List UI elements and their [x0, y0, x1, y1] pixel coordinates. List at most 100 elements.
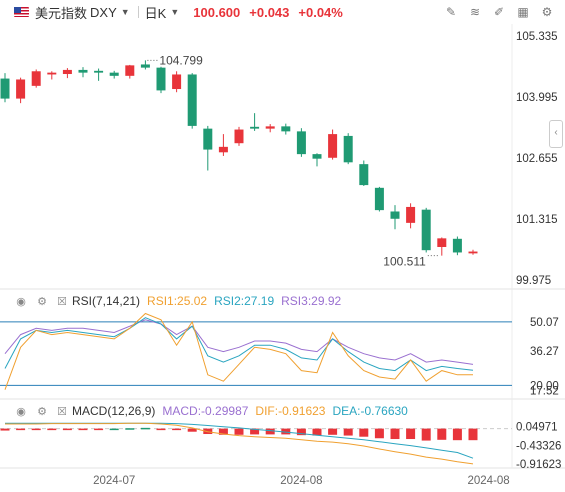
candle	[78, 69, 88, 73]
close-icon[interactable]: ☒	[57, 295, 67, 308]
macd-bar	[281, 428, 291, 435]
candle	[62, 69, 72, 75]
rsi-tick-label: 20.00	[530, 380, 559, 392]
macd-bar	[390, 428, 400, 440]
candle	[421, 209, 431, 251]
dea-value: DEA:-0.76630	[332, 404, 408, 418]
macd-bar	[421, 428, 431, 441]
price-tick-label: 99.975	[516, 275, 551, 287]
macd-bar	[359, 428, 369, 437]
us-flag-icon	[14, 7, 29, 17]
macd-bar	[218, 428, 228, 435]
macd-value: MACD:-0.29987	[162, 404, 249, 418]
rsi1-value: RSI1:25.02	[147, 294, 208, 308]
macd-bar	[16, 428, 26, 431]
macd-bar	[109, 428, 119, 431]
symbol-name[interactable]: 美元指数	[35, 5, 88, 21]
price-tick-label: 102.655	[516, 153, 558, 165]
price-tick-label: 101.315	[516, 214, 558, 226]
candle	[218, 146, 228, 153]
indicator-icon[interactable]: ▦	[517, 5, 529, 19]
macd-bar	[250, 428, 260, 435]
macd-bar	[78, 428, 88, 431]
price-tick-label: 105.335	[516, 31, 558, 43]
fibonacci-icon[interactable]: ≋	[469, 5, 481, 19]
x-tick-label: 2024-08	[467, 475, 509, 487]
macd-bar	[234, 428, 244, 435]
macd-header: ◉ ⚙ ☒ MACD(12,26,9) MACD:-0.29987 DIF:-0…	[0, 402, 408, 420]
collapse-panel-button[interactable]: ‹	[549, 120, 563, 148]
chart-header: 美元指数 DXY ▼ 日K ▼ 100.600 +0.043 +0.04%	[0, 0, 565, 24]
candle	[187, 74, 197, 126]
macd-label: MACD(12,26,9)	[72, 404, 156, 418]
settings-icon[interactable]: ⚙	[541, 5, 553, 19]
candle	[328, 134, 338, 158]
rsi1-line	[4, 312, 473, 390]
low-label: 100.511	[383, 255, 426, 269]
price-tick-label: 103.995	[516, 92, 558, 104]
price-change-pct: +0.04%	[298, 4, 343, 20]
last-price: 100.600	[193, 4, 241, 20]
rsi-header: ◉ ⚙ ☒ RSI(7,14,21) RSI1:25.02 RSI2:27.19…	[0, 292, 341, 310]
period-dropdown-icon[interactable]: ▼	[170, 7, 180, 17]
macd-bar	[140, 427, 150, 430]
macd-bar	[94, 428, 104, 431]
macd-bar	[343, 428, 353, 436]
macd-bar	[172, 428, 182, 431]
macd-bar	[296, 428, 306, 436]
candle	[234, 129, 244, 144]
candle	[250, 126, 260, 129]
line-draw-icon[interactable]: ✎	[445, 5, 457, 19]
rsi-tick-label: 17.52	[530, 386, 559, 398]
candle	[31, 71, 41, 86]
candle	[343, 135, 353, 163]
macd-bar	[62, 428, 72, 431]
candle	[47, 72, 57, 75]
candle	[172, 74, 182, 90]
header-divider	[137, 6, 139, 18]
macd-bar	[452, 428, 462, 441]
macd-tick-label: -0.43326	[516, 440, 561, 452]
rsi-label: RSI(7,14,21)	[72, 294, 141, 308]
symbol-code[interactable]: DXY	[90, 4, 117, 20]
macd-bar	[31, 428, 41, 431]
macd-bar	[187, 428, 197, 432]
settings-icon[interactable]: ⚙	[37, 295, 47, 308]
eye-icon[interactable]: ◉	[16, 295, 26, 308]
rsi3-value: RSI3:29.92	[281, 294, 342, 308]
candle	[437, 238, 447, 247]
candle	[203, 128, 213, 150]
candle	[265, 126, 275, 129]
macd-bar	[265, 428, 275, 435]
macd-bar	[312, 428, 322, 436]
symbol-dropdown-icon[interactable]: ▼	[120, 7, 130, 17]
macd-bar	[156, 428, 166, 431]
macd-bar	[374, 428, 384, 439]
brush-icon[interactable]: ✐	[493, 5, 505, 19]
macd-bar	[47, 428, 57, 431]
high-label: 104.799	[159, 53, 203, 67]
period-selector[interactable]: 日K	[144, 5, 167, 21]
eye-icon[interactable]: ◉	[16, 405, 26, 418]
macd-tick-label: -0.91623	[516, 459, 561, 471]
candle	[125, 65, 135, 76]
candle	[16, 79, 26, 99]
candle	[281, 126, 291, 132]
settings-icon[interactable]: ⚙	[37, 405, 47, 418]
macd-tick-label: 0.04971	[516, 422, 558, 434]
candle	[109, 72, 119, 76]
macd-bar	[0, 428, 10, 431]
candle	[468, 251, 478, 254]
candle	[359, 164, 369, 186]
candle	[156, 67, 166, 91]
x-tick-label: 2024-07	[93, 475, 135, 487]
candle	[94, 70, 104, 73]
candle	[312, 154, 322, 159]
macd-bar	[468, 428, 478, 441]
macd-bar	[125, 428, 135, 430]
close-icon[interactable]: ☒	[57, 405, 67, 418]
candle	[374, 187, 384, 211]
macd-bar	[437, 428, 447, 440]
candle	[452, 238, 462, 253]
